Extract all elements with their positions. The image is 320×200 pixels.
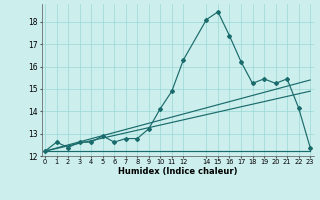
X-axis label: Humidex (Indice chaleur): Humidex (Indice chaleur) [118, 167, 237, 176]
